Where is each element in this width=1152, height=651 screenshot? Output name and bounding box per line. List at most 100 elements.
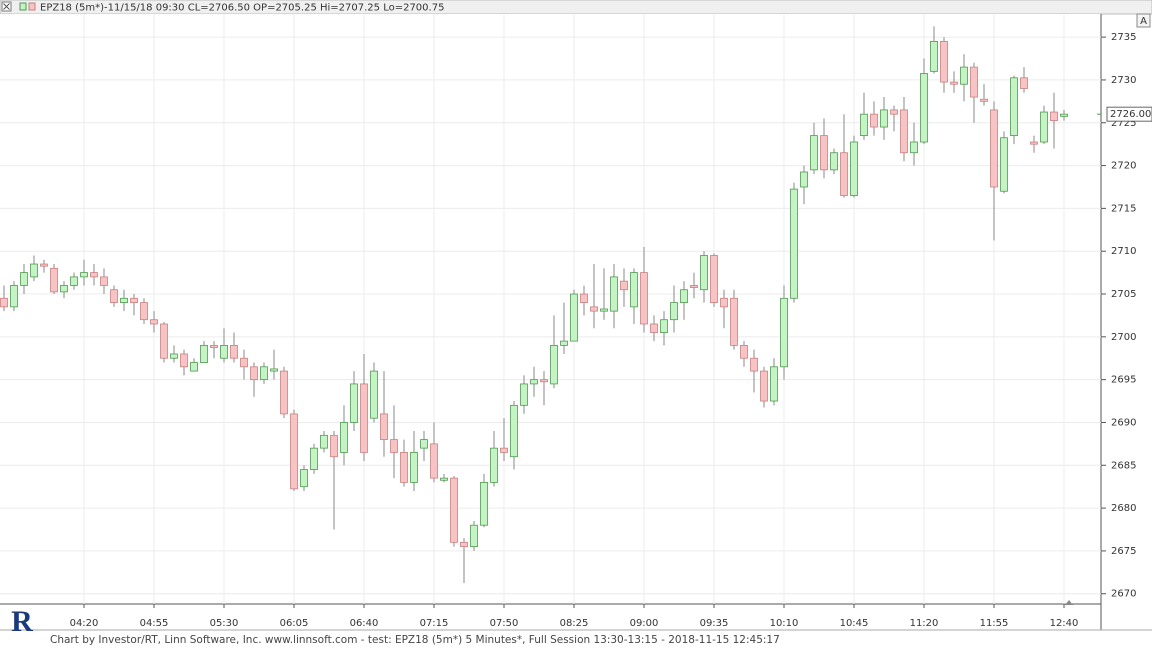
- scale-button[interactable]: [1136, 13, 1151, 28]
- candle-body: [550, 344, 558, 385]
- candle-body: [410, 452, 418, 483]
- legend-down: [28, 2, 36, 11]
- candle-body: [1060, 113, 1068, 117]
- candle-body: [600, 308, 608, 312]
- candle-body: [1050, 111, 1058, 122]
- header-text: EPZ18 (5m*)-11/15/18 09:30 CL=2706.50 OP…: [40, 3, 444, 14]
- y-tick-label: 2720: [1111, 161, 1136, 172]
- legend-up: [19, 2, 27, 11]
- candle-body: [960, 66, 968, 85]
- candle-body: [1000, 137, 1008, 192]
- candle-body: [640, 272, 648, 325]
- candle-body: [680, 289, 688, 303]
- candle-body: [920, 73, 928, 143]
- candle-body: [400, 452, 408, 483]
- candle-body: [730, 297, 738, 346]
- candle-body: [210, 344, 218, 348]
- candle-body: [370, 370, 378, 419]
- candle-body: [70, 276, 78, 286]
- candle-body: [500, 447, 508, 453]
- candle-body: [700, 255, 708, 291]
- candle-body: [20, 272, 28, 286]
- x-tick-label: 06:05: [280, 618, 309, 629]
- candle-body: [420, 439, 428, 449]
- candle-body: [360, 383, 368, 453]
- candle-body: [300, 469, 308, 488]
- candle-body: [570, 293, 578, 342]
- candle-body: [480, 482, 488, 526]
- y-tick-label: 2730: [1111, 75, 1136, 86]
- footer-text: Chart by Investor/RT, Linn Software, Inc…: [50, 634, 780, 646]
- scale-button-label[interactable]: A: [1140, 16, 1147, 27]
- candle-body: [840, 152, 848, 196]
- candle-body: [50, 267, 58, 293]
- candle-body: [870, 113, 878, 128]
- last-price-label: 2726.00: [1110, 109, 1151, 120]
- candle-body: [450, 477, 458, 543]
- y-tick-label: 2670: [1111, 589, 1136, 600]
- candle-body: [980, 98, 988, 102]
- candle-body: [110, 289, 118, 303]
- candle-body: [440, 477, 448, 481]
- candle-body: [580, 293, 588, 303]
- candle-body: [860, 113, 868, 136]
- candle-body: [530, 379, 538, 385]
- close-icon: [3, 3, 10, 10]
- candle-body: [830, 152, 838, 171]
- plot-area: [0, 14, 1101, 604]
- candle-body: [250, 366, 258, 381]
- candle-body: [80, 272, 88, 278]
- candle-body: [220, 344, 228, 359]
- candle-body: [100, 276, 108, 286]
- candle-body: [880, 109, 888, 128]
- x-tick-label: 10:10: [770, 618, 799, 629]
- x-tick-label: 11:20: [910, 618, 939, 629]
- y-tick-label: 2685: [1111, 460, 1136, 471]
- candle-body: [890, 109, 898, 115]
- candle-body: [170, 353, 178, 359]
- x-tick-label: 04:55: [140, 618, 169, 629]
- candle-body: [290, 413, 298, 490]
- y-tick-label: 2725: [1111, 118, 1136, 129]
- candle-body: [430, 443, 438, 479]
- candle-body: [1010, 77, 1018, 136]
- x-tick-label: 09:00: [630, 618, 659, 629]
- candle-body: [330, 434, 338, 458]
- candle-body: [240, 357, 248, 368]
- candle-body: [670, 302, 678, 321]
- candle-body: [1040, 111, 1048, 143]
- y-tick-label: 2690: [1111, 417, 1136, 428]
- candle-body: [90, 272, 98, 278]
- candle-body: [540, 379, 548, 383]
- y-tick-label: 2715: [1111, 203, 1136, 214]
- y-tick-label: 2735: [1111, 32, 1136, 43]
- candle-body: [460, 541, 468, 548]
- candle-body: [260, 366, 268, 381]
- candle-body: [760, 370, 768, 402]
- candle-body: [180, 353, 188, 368]
- candle-body: [490, 447, 498, 483]
- y-tick-label: 2705: [1111, 289, 1136, 300]
- candle-body: [1020, 77, 1028, 89]
- candle-body: [630, 272, 638, 308]
- x-tick-label: 04:20: [70, 618, 99, 629]
- candle-body: [820, 135, 828, 171]
- candle-body: [230, 344, 238, 359]
- candle-body: [270, 368, 278, 372]
- candle-body: [310, 447, 318, 470]
- candle-body: [930, 41, 938, 72]
- candle-body: [510, 404, 518, 458]
- candle-body: [470, 524, 478, 548]
- y-tick-label: 2675: [1111, 546, 1136, 557]
- logo: R: [11, 605, 33, 638]
- scroll-marker: [1065, 600, 1073, 605]
- candle-body: [660, 319, 668, 333]
- candle-body: [780, 297, 788, 368]
- candle-body: [390, 439, 398, 453]
- x-tick-label: 09:35: [700, 618, 729, 629]
- candle-body: [60, 285, 68, 293]
- candle-body: [750, 357, 758, 372]
- y-tick-label: 2680: [1111, 503, 1136, 514]
- candle-body: [30, 263, 38, 278]
- candle-body: [380, 413, 388, 440]
